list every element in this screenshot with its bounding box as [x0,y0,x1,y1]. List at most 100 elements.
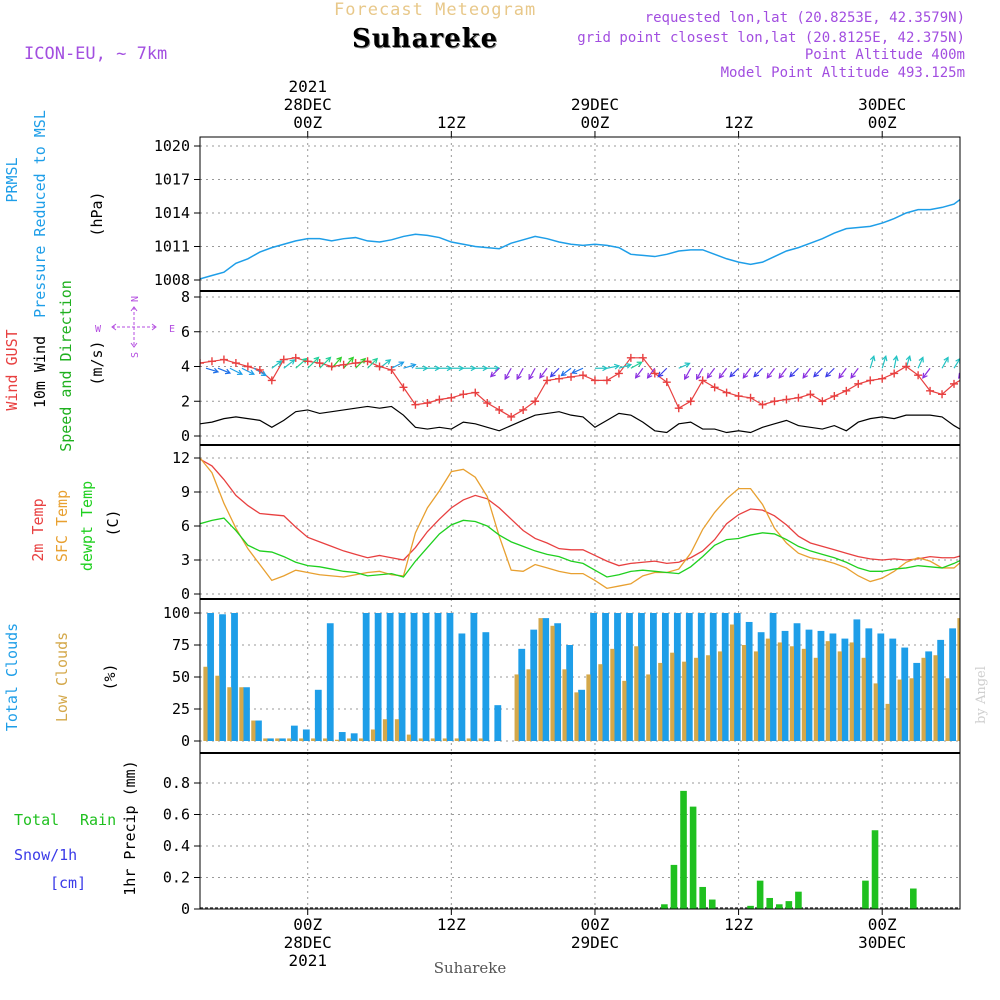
total-cloud-bar [650,613,657,741]
pressure-panel: 1008 1011 1014 1017 1020 [154,137,960,291]
wind-direction-arrow [850,367,859,379]
total-cloud-bar [877,633,885,741]
y-tick-label: 0.8 [163,774,190,792]
wind-direction-arrow [271,360,282,369]
wind-arrow-head [348,356,355,363]
model-label: ICON-EU, ~ 7km [24,44,168,64]
rain-bar [689,806,697,909]
wind-arrow-head [549,371,556,378]
time-label-top: 28DEC [284,95,332,114]
compass-north: N [130,296,141,302]
total-cloud-bar [769,613,777,741]
low-cloud-bar [251,720,256,741]
time-label-top: 12Z [724,113,753,132]
wind-direction-arrow [630,361,642,369]
wind-arrow-head [892,355,899,362]
time-label-top: 00Z [868,113,897,132]
gust-marker [626,353,635,362]
low-cloud-bar [526,669,531,741]
total-cloud-bar [673,613,681,741]
low-cloud-bar [682,661,687,741]
time-label-bottom: 12Z [724,915,753,934]
wind-arrow-head [528,374,534,381]
snow-label: Snow/1h [14,846,77,864]
gust-marker [543,376,552,385]
precipitation-panel: 0 0.2 0.4 0.6 0.8 [163,753,960,918]
gust-marker [279,355,288,364]
low-cloud-bar [694,657,699,741]
time-label-top: 29DEC [571,95,619,114]
wind-direction-arrow [295,358,307,369]
low-cloud-bar [215,675,220,741]
wind-direction-arrow [504,367,512,380]
low-cloud-bar [323,738,328,741]
gust-marker [495,405,504,414]
low-cloud-bar [861,657,866,741]
temperature-panel: 0 3 6 9 12 [172,445,960,603]
low-cloud-bar [849,642,854,741]
wind-arrow-head [778,372,785,379]
y-tick-label: 2 [181,392,190,410]
low-cloud-bar [263,738,268,741]
wind-arrow-head [802,372,808,379]
wind-direction-arrow [528,367,536,380]
wind-direction-arrow [825,367,835,378]
gust-marker [806,390,815,399]
sfc-temp-line [200,457,960,590]
rain-bar [775,904,783,909]
gust-marker [602,376,611,385]
total-cloud-bar [913,662,921,741]
wind-arrow-head [212,367,220,374]
total-cloud-bar [302,729,310,741]
time-label-bottom: 29DEC [571,933,619,952]
precip-axis-label: 1hr Precip (mm) [121,760,139,895]
time-label-top: 12Z [437,113,466,132]
low-cloud-bar [239,687,244,741]
wind-arrow-head [789,371,795,378]
low-cloud-bar [837,651,842,741]
time-label-bottom: 28DEC [284,933,332,952]
total-cloud-bar [805,629,813,741]
wind-direction-arrow [561,367,572,376]
dewpt-temp-line [200,517,960,578]
total-cloud-bar [578,689,585,741]
wind-arrow-head [850,372,856,379]
y-tick-label: 1014 [154,204,190,222]
gust-marker [710,383,719,392]
low-cloud-bar [765,638,771,741]
y-tick-label: 0 [181,427,190,445]
gust-marker [387,365,396,374]
pressure-axis-label: Pressure Reduced to MSL [31,110,49,318]
wind-arrow-head [983,373,988,378]
wind-arrow-head [224,368,232,375]
wind-arrow-head [869,355,876,362]
low-cloud-bar [921,657,926,741]
gust-marker [435,395,444,404]
wind-direction-arrow [516,367,524,380]
snow-unit-label: [cm] [50,874,86,892]
wind-arrow-head [636,361,643,367]
low-cloud-bar [777,642,783,741]
gust-marker [986,323,994,331]
gust-marker [698,376,707,385]
temperature-frame [199,444,961,600]
total-cloud-bar [781,630,789,741]
y-tick-label: 75 [172,636,190,654]
gust-line [200,357,960,418]
wind-arrow-head [922,372,928,379]
low-cloud-bar [514,674,519,741]
y-tick-label: 1017 [154,171,190,189]
rain-bar [708,899,716,909]
low-cloud-bar [454,738,459,741]
total-cloud-bar [458,633,466,741]
y-tick-label: 0.4 [163,837,190,855]
total-cloud-bar [530,629,538,741]
wind-arrow-head [313,356,320,363]
wind-arrow-head [325,356,332,363]
gust-marker [974,363,982,371]
wind-arrow-head [742,372,749,379]
wind-direction-arrow [706,367,716,379]
point-altitude: Point Altitude 400m [804,47,965,63]
total-cloud-bar [685,613,693,741]
y-tick-label: 3 [181,551,190,569]
